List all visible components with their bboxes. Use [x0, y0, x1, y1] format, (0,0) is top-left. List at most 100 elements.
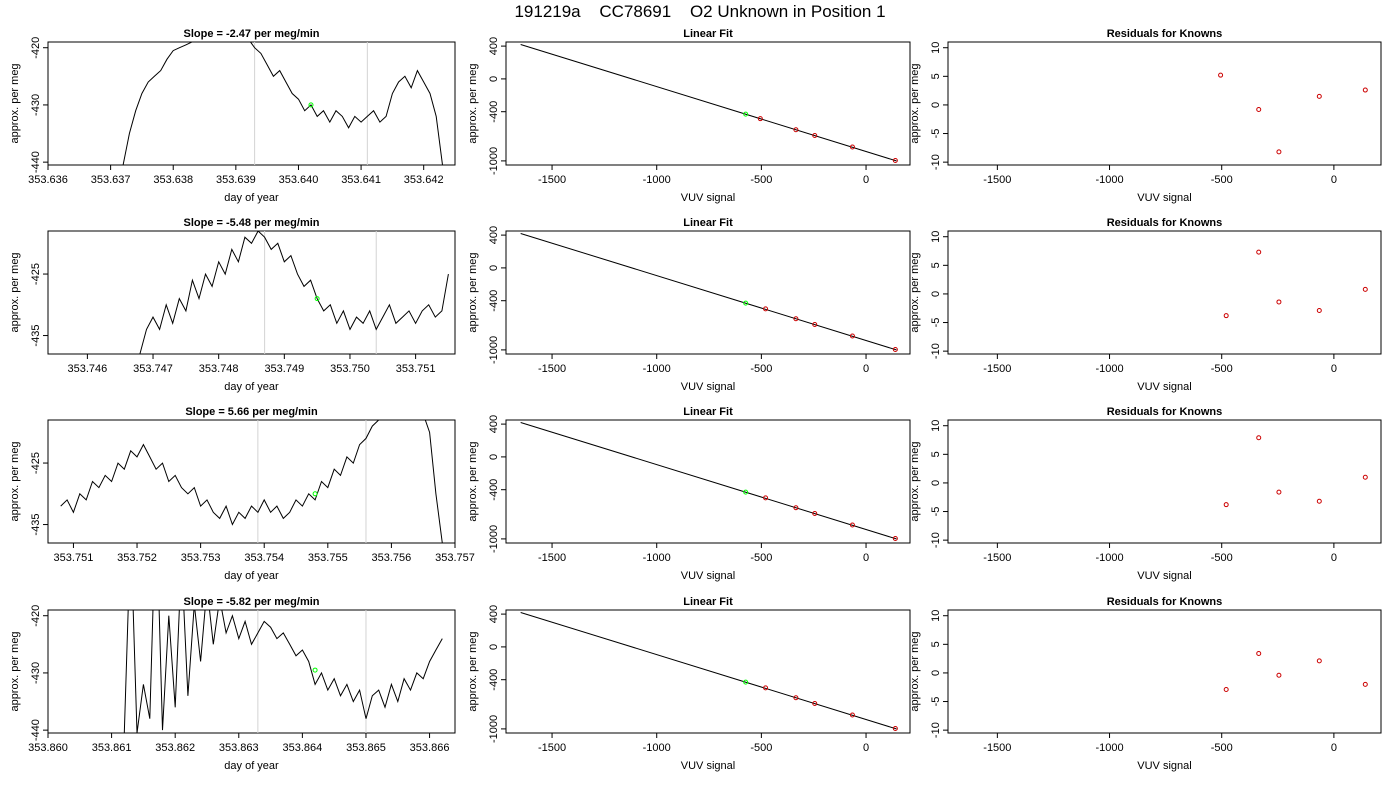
- x-tick-label: -500: [750, 174, 772, 186]
- y-tick-label: -420: [30, 605, 42, 627]
- x-tick-label: -1000: [643, 174, 671, 186]
- signal-trace: [60, 420, 443, 543]
- y-tick-label: -400: [488, 479, 500, 501]
- known-point: [763, 306, 769, 312]
- plot-data: [1218, 72, 1368, 155]
- plot-frame: [505, 419, 911, 544]
- cylinder-id: CC78691: [599, 2, 672, 21]
- x-tick-label: 353.861: [92, 742, 132, 754]
- y-tick-label: 0: [930, 102, 942, 108]
- plot-frame: [947, 41, 1382, 166]
- y-tick-label: 5: [930, 451, 942, 457]
- plot-frame: [505, 609, 911, 734]
- x-tick-label: 353.749: [264, 363, 304, 375]
- known-point: [849, 712, 855, 718]
- residual-point: [1362, 286, 1368, 292]
- known-point: [849, 144, 855, 150]
- x-tick-label: -1500: [983, 363, 1011, 375]
- y-axis-label: approx. per meg: [909, 441, 921, 521]
- unknown-point: [743, 679, 749, 685]
- run-id: 191219a: [514, 2, 581, 21]
- known-point: [812, 321, 818, 327]
- chart-title: Linear Fit: [683, 217, 733, 229]
- unknown-point: [743, 300, 749, 306]
- y-tick-label: 0: [930, 670, 942, 676]
- x-tick-label: 353.866: [410, 742, 450, 754]
- known-point: [763, 685, 769, 691]
- y-tick-label: -5: [930, 507, 942, 517]
- known-point: [793, 127, 799, 133]
- x-axis-label: VUV signal: [1137, 381, 1191, 393]
- x-tick-label: 353.755: [308, 552, 348, 564]
- y-tick-label: 5: [930, 73, 942, 79]
- x-tick-label: -1500: [538, 742, 566, 754]
- y-tick-label: -435: [30, 514, 42, 536]
- plot-data: [60, 420, 443, 543]
- x-axis-label: VUV signal: [1137, 570, 1191, 582]
- x-axis-label: day of year: [224, 760, 279, 772]
- known-point: [812, 700, 818, 706]
- x-tick-label: 0: [1331, 363, 1337, 375]
- plot-frame: [47, 419, 456, 544]
- plot-frame: [47, 609, 456, 734]
- x-tick-label: 353.642: [404, 174, 444, 186]
- residual-point: [1276, 299, 1282, 305]
- chart-title: Residuals for Knowns: [1107, 596, 1223, 608]
- y-tick-label: -1000: [488, 336, 500, 364]
- x-tick-label: 353.748: [199, 363, 239, 375]
- chart-title: Linear Fit: [683, 596, 733, 608]
- plot-frame: [505, 41, 911, 166]
- y-axis-label: approx. per meg: [467, 631, 479, 711]
- y-tick-label: -10: [930, 532, 942, 548]
- position-description: O2 Unknown in Position 1: [689, 2, 886, 21]
- x-tick-label: 353.640: [279, 174, 319, 186]
- x-tick-label: -500: [750, 363, 772, 375]
- y-tick-label: -10: [930, 154, 942, 170]
- plot-data: [1223, 650, 1368, 693]
- x-axis-label: day of year: [224, 381, 279, 393]
- unknown-mean-marker: [312, 491, 318, 497]
- residual-point: [1256, 249, 1262, 255]
- plot-data: [520, 232, 898, 352]
- residual-point: [1256, 107, 1262, 113]
- signal-trace: [139, 231, 449, 354]
- x-tick-label: 353.751: [396, 363, 436, 375]
- y-tick-label: -5: [930, 318, 942, 328]
- unknown-mean-marker: [308, 102, 314, 108]
- known-point: [793, 695, 799, 701]
- y-axis-label: approx. per meg: [467, 441, 479, 521]
- x-tick-label: 353.636: [28, 174, 68, 186]
- y-axis-label: approx. per meg: [909, 252, 921, 332]
- y-tick-label: 10: [930, 42, 942, 54]
- plot-data: [520, 421, 898, 541]
- y-tick-label: -400: [488, 669, 500, 691]
- y-tick-label: -420: [30, 37, 42, 59]
- x-tick-label: 353.641: [341, 174, 381, 186]
- x-axis-label: VUV signal: [1137, 192, 1191, 204]
- plot-frame: [47, 230, 456, 355]
- residual-point: [1362, 87, 1368, 93]
- y-tick-label: -5: [930, 697, 942, 707]
- known-point: [849, 522, 855, 528]
- plot-data: [122, 42, 443, 165]
- residual-point: [1223, 502, 1229, 508]
- x-tick-label: -1000: [643, 742, 671, 754]
- fit-line: [520, 611, 897, 730]
- residual-point: [1316, 498, 1322, 504]
- y-tick-label: 400: [488, 226, 500, 244]
- y-tick-label: -425: [30, 452, 42, 474]
- residual-point: [1256, 435, 1262, 441]
- residual-point: [1316, 658, 1322, 664]
- y-tick-label: -400: [488, 101, 500, 123]
- x-tick-label: 0: [1331, 552, 1337, 564]
- panel-3-3: Residuals for Knowns -1500 -1000 -500 0 10 5 0 -…: [909, 406, 1382, 582]
- x-tick-label: 0: [863, 742, 869, 754]
- y-tick-label: -1000: [488, 715, 500, 743]
- y-tick-label: -1000: [488, 147, 500, 175]
- x-tick-label: 353.751: [54, 552, 94, 564]
- x-tick-label: 353.754: [244, 552, 284, 564]
- panel-4-3: Residuals for Knowns -1500 -1000 -500 0 10 5 0 -…: [909, 596, 1382, 772]
- residual-point: [1362, 681, 1368, 687]
- plot-frame: [47, 41, 456, 166]
